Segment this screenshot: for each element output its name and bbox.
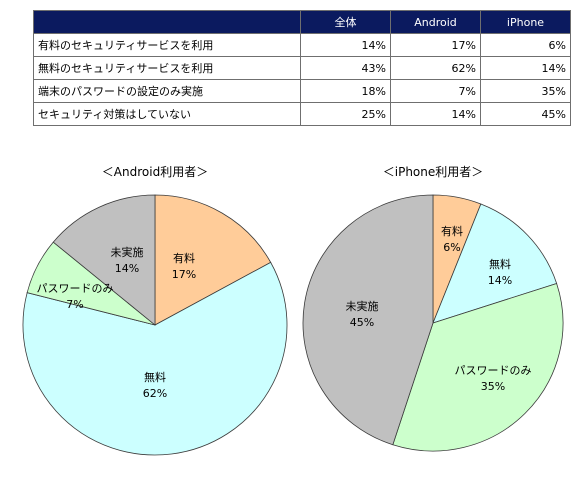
slice-label-free: 無料 [489,257,511,271]
table-cell: 45% [480,102,571,126]
table-cell: 14% [300,33,391,57]
survey-table-wrap: 全体 Android iPhone 有料のセキュリティサービスを利用 14% 1… [33,10,571,126]
survey-table: 全体 Android iPhone 有料のセキュリティサービスを利用 14% 1… [33,10,571,126]
pie-slice-free [22,261,288,456]
slice-label-paid: 有料 [441,224,463,238]
slice-value-none: 45% [350,316,374,329]
table-header-blank [33,10,301,34]
slice-value-password-only: 7% [66,298,83,311]
table-cell: 62% [390,56,481,80]
row-label-none: セキュリティ対策はしていない [33,102,301,126]
table-cell: 17% [390,33,481,57]
table-header-iphone: iPhone [480,10,571,34]
slice-label-none: 未実施 [346,299,379,313]
slice-label-none: 未実施 [111,245,144,259]
table-header-row: 全体 Android iPhone [33,10,571,34]
table-header-android: Android [390,10,481,34]
iphone-chart-title: ＜iPhone利用者＞ [382,165,484,179]
table-cell: 25% [300,102,391,126]
row-label-free: 無料のセキュリティサービスを利用 [33,56,301,80]
pie-slice-none [302,194,434,446]
table-cell: 14% [480,56,571,80]
table-cell: 35% [480,79,571,103]
slice-label-free: 無料 [144,370,166,384]
table-row: 有料のセキュリティサービスを利用 14% 17% 6% [33,33,571,57]
slice-value-paid: 6% [443,241,460,254]
android-chart-title: ＜Android利用者＞ [101,165,209,179]
pie-slice-password-only [392,282,564,452]
iphone-pie: 有料 6% 無料 14% パスワードのみ 35% 未実施 45% [302,194,564,452]
slice-value-password-only: 35% [481,380,505,393]
pie-slice-paid [154,194,272,326]
slice-label-paid: 有料 [173,251,195,265]
slice-value-free: 62% [143,387,167,400]
table-row: 無料のセキュリティサービスを利用 43% 62% 14% [33,56,571,80]
slice-label-password-only: パスワードのみ [37,282,114,295]
slice-value-free: 14% [488,274,512,287]
slice-value-none: 14% [115,262,139,275]
pie-slice-none [52,194,156,326]
table-header-overall: 全体 [300,10,391,34]
table-cell: 14% [390,102,481,126]
slice-label-password-only: パスワードのみ [455,364,532,377]
table-row: セキュリティ対策はしていない 25% 14% 45% [33,102,571,126]
table-row: 端末のパスワードの設定のみ実施 18% 7% 35% [33,79,571,103]
android-pie: 有料 17% 無料 62% パスワードのみ 7% 未実施 14% [22,194,288,456]
row-label-paid: 有料のセキュリティサービスを利用 [33,33,301,57]
slice-value-paid: 17% [172,268,196,281]
